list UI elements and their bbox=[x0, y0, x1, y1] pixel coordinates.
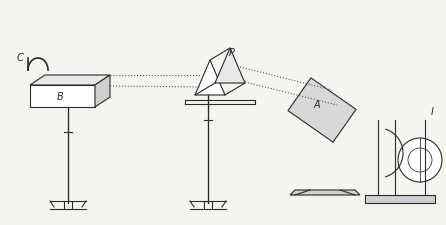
Polygon shape bbox=[288, 78, 356, 142]
Polygon shape bbox=[290, 190, 360, 195]
Polygon shape bbox=[195, 60, 225, 95]
Text: B: B bbox=[57, 92, 63, 102]
Text: A: A bbox=[314, 100, 320, 110]
Polygon shape bbox=[30, 75, 110, 85]
Text: C: C bbox=[17, 53, 23, 63]
Text: P: P bbox=[229, 48, 235, 58]
Polygon shape bbox=[215, 48, 245, 83]
Circle shape bbox=[398, 138, 442, 182]
Polygon shape bbox=[30, 85, 95, 107]
Polygon shape bbox=[365, 195, 435, 203]
Text: I: I bbox=[430, 107, 434, 117]
Polygon shape bbox=[95, 75, 110, 107]
